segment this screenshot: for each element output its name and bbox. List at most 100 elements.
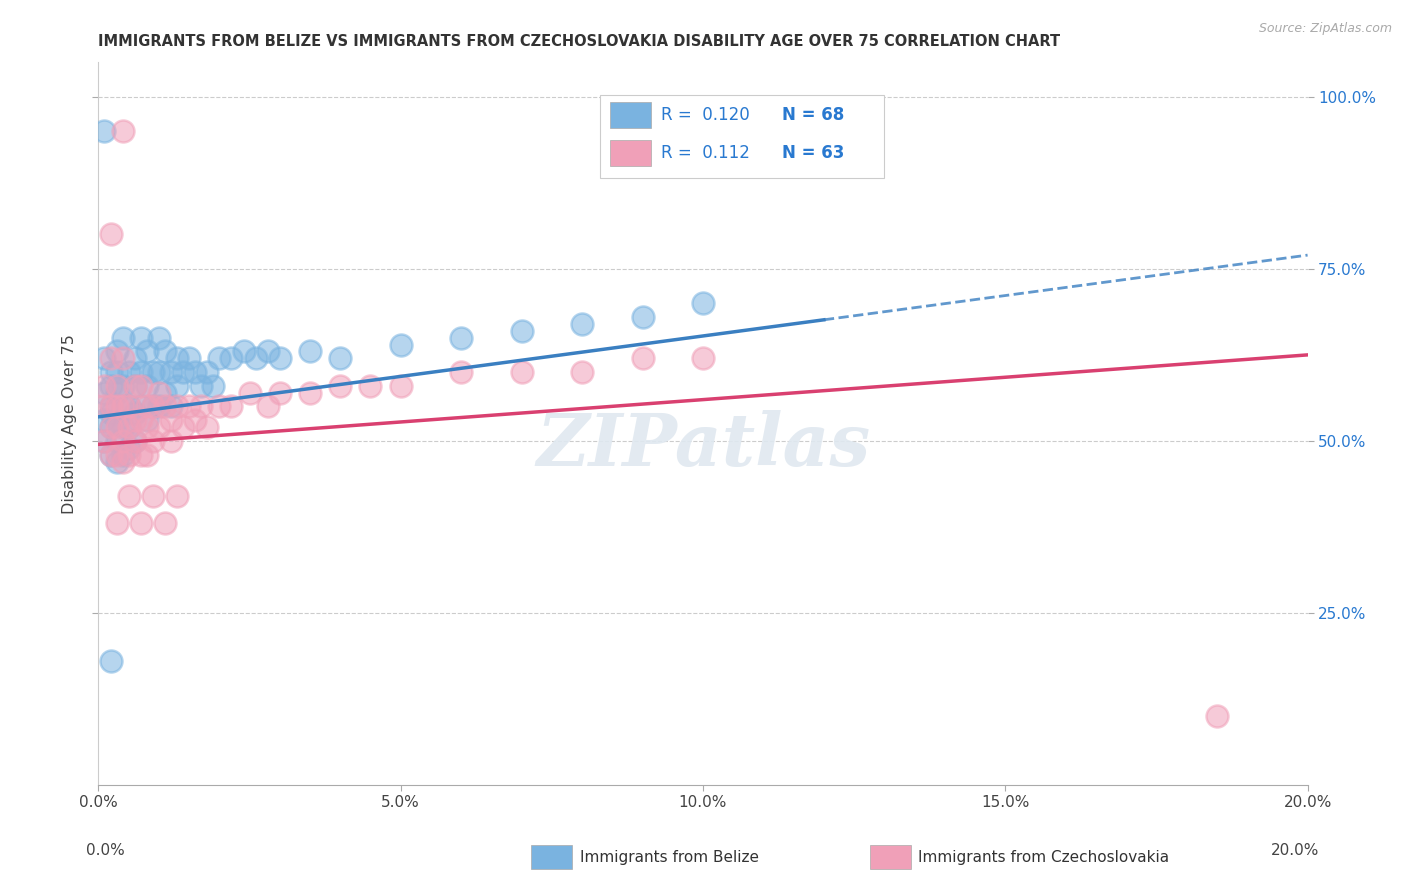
- Point: [135, 413, 157, 427]
- Point: [111, 124, 134, 138]
- FancyBboxPatch shape: [610, 140, 651, 166]
- Point: [148, 331, 170, 345]
- Point: [245, 351, 267, 366]
- Point: [93, 124, 115, 138]
- FancyBboxPatch shape: [870, 845, 911, 870]
- Point: [118, 489, 141, 503]
- Point: [160, 413, 183, 427]
- Text: 20.0%: 20.0%: [1271, 843, 1320, 858]
- Point: [118, 448, 141, 462]
- Point: [93, 400, 115, 414]
- Point: [153, 400, 176, 414]
- Point: [190, 379, 212, 393]
- Point: [93, 434, 115, 448]
- Point: [105, 448, 128, 462]
- Point: [1206, 709, 1229, 723]
- Point: [111, 448, 134, 462]
- Point: [105, 434, 128, 448]
- Point: [269, 385, 291, 400]
- Point: [166, 379, 188, 393]
- Text: R =  0.112: R = 0.112: [661, 144, 749, 161]
- Point: [148, 420, 170, 434]
- Point: [631, 310, 654, 324]
- Point: [93, 385, 115, 400]
- Point: [100, 420, 122, 434]
- Point: [111, 400, 134, 414]
- Point: [389, 337, 412, 351]
- Point: [100, 448, 122, 462]
- Point: [105, 420, 128, 434]
- Point: [111, 351, 134, 366]
- Point: [172, 365, 194, 379]
- Point: [153, 516, 176, 531]
- Point: [129, 400, 152, 414]
- Point: [329, 351, 352, 366]
- Point: [195, 420, 218, 434]
- Point: [93, 413, 115, 427]
- Point: [105, 400, 128, 414]
- Point: [135, 400, 157, 414]
- Point: [142, 365, 165, 379]
- Point: [111, 400, 134, 414]
- Point: [221, 351, 243, 366]
- Point: [129, 331, 152, 345]
- Point: [142, 489, 165, 503]
- Point: [129, 413, 152, 427]
- Point: [166, 489, 188, 503]
- Point: [118, 400, 141, 414]
- Point: [135, 448, 157, 462]
- Point: [571, 365, 593, 379]
- Point: [148, 365, 170, 379]
- Point: [111, 420, 134, 434]
- Point: [111, 379, 134, 393]
- Point: [100, 379, 122, 393]
- Point: [184, 365, 207, 379]
- Text: 0.0%: 0.0%: [86, 843, 125, 858]
- Point: [299, 385, 322, 400]
- Text: Source: ZipAtlas.com: Source: ZipAtlas.com: [1258, 22, 1392, 36]
- Point: [100, 365, 122, 379]
- Text: Immigrants from Czechoslovakia: Immigrants from Czechoslovakia: [918, 850, 1170, 864]
- Point: [256, 344, 278, 359]
- Point: [100, 351, 122, 366]
- Point: [100, 420, 122, 434]
- Point: [118, 400, 141, 414]
- Point: [118, 441, 141, 455]
- Point: [166, 400, 188, 414]
- Point: [135, 344, 157, 359]
- Point: [100, 227, 122, 242]
- Point: [129, 448, 152, 462]
- Point: [360, 379, 382, 393]
- FancyBboxPatch shape: [531, 845, 572, 870]
- Point: [100, 654, 122, 668]
- Point: [221, 400, 243, 414]
- Point: [256, 400, 278, 414]
- Point: [692, 351, 714, 366]
- Point: [124, 413, 146, 427]
- Point: [450, 331, 472, 345]
- Point: [105, 365, 128, 379]
- Point: [142, 434, 165, 448]
- Point: [389, 379, 412, 393]
- Point: [153, 385, 176, 400]
- Point: [129, 379, 152, 393]
- Point: [148, 400, 170, 414]
- Point: [105, 379, 128, 393]
- Point: [124, 434, 146, 448]
- Point: [135, 379, 157, 393]
- Point: [184, 413, 207, 427]
- Point: [166, 351, 188, 366]
- Point: [100, 406, 122, 420]
- Point: [142, 400, 165, 414]
- Point: [202, 379, 225, 393]
- Point: [124, 351, 146, 366]
- Point: [105, 516, 128, 531]
- Point: [105, 454, 128, 468]
- Point: [631, 351, 654, 366]
- Y-axis label: Disability Age Over 75: Disability Age Over 75: [62, 334, 77, 514]
- Point: [118, 365, 141, 379]
- Point: [100, 400, 122, 414]
- Point: [208, 351, 231, 366]
- Point: [105, 413, 128, 427]
- Text: R =  0.120: R = 0.120: [661, 106, 749, 124]
